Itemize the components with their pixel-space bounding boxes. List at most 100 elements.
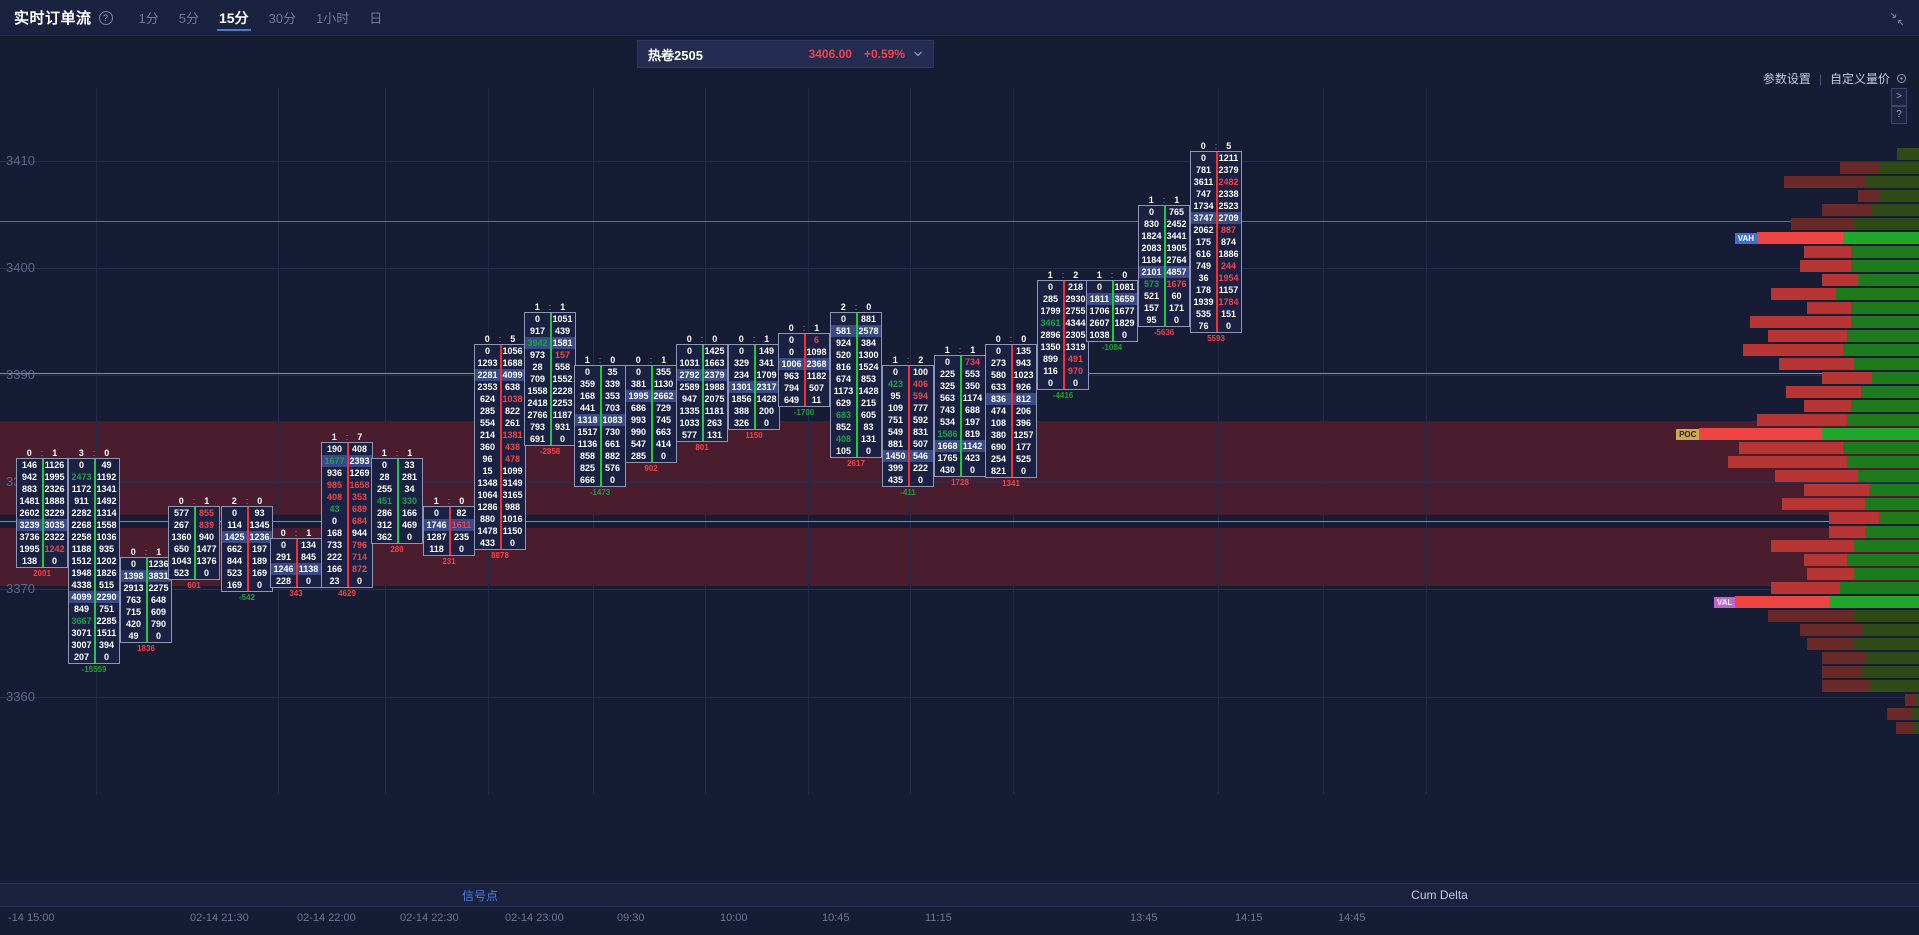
footprint-row: 763 648 [121,594,171,606]
signal-point-strip[interactable]: 信号点 [0,883,960,907]
footprint-row: 329 341 [729,357,779,369]
bid-volume-cell: 359 [579,379,596,389]
gridline-vertical-1 [278,88,279,794]
params-settings-button[interactable]: 参数设置 [1762,72,1811,86]
ask-volume-cell: 0 [155,631,161,641]
custom-volume-price-button[interactable]: 自定义量价 [1829,72,1890,86]
gridline-vertical-6 [808,88,809,794]
volume-profile-row [0,568,1919,580]
footprint-row: 535 151 [1191,308,1241,320]
footprint-row: 883 2326 [17,483,67,495]
bid-volume-cell: 36 [1198,273,1209,283]
ask-volume-cell: 1988 [704,382,725,392]
footprint-row: 96 478 [475,453,525,465]
ask-volume-cell: 350 [964,381,981,391]
ask-volume-cell: 931 [554,422,571,432]
footprint-row: 408 353 [322,491,372,503]
footprint-column-19[interactable]: 0:0 0 135 273 943 580 1023 633 926 836 812 474 206 10… [985,333,1037,488]
question-circle-icon[interactable]: ? [98,10,113,25]
next-page-button[interactable]: > [1891,88,1907,106]
timeframe-tab-3[interactable]: 30分 [268,11,297,26]
footprint-column-15[interactable]: 0:1 0 6 0 1098 1006 2368 963 1182 794 507 649 11 -170… [778,322,830,417]
footprint-column-4[interactable]: 2:0 0 93 114 1345 1425 1236 662 197 844 189 523 169 1… [221,495,273,602]
footprint-row: 95 594 [883,390,933,402]
footprint-column-7[interactable]: 1:1 0 33 28 281 255 34 451 330 286 166 312 469 362 0 28… [371,447,423,554]
collapse-arrows-icon[interactable] [1889,11,1905,27]
column-delta-total: 280 [390,545,404,554]
bid-volume-cell: 0 [1047,282,1053,292]
footprint-row: 2282 1314 [69,507,119,519]
footprint-row: 1586 819 [935,428,985,440]
footprint-column-0[interactable]: 0:1 146 1126 942 1995 883 2326 1481 1888 2602 3229… [16,447,68,578]
footprint-cells: 0 1236 1398 3831 2913 2275 763 648 715 609 420 790 4… [120,557,172,643]
volume-sell-bar [1735,596,1829,608]
volume-buy-bar [1865,526,1919,538]
footprint-column-13[interactable]: 0:0 0 1425 1031 1663 2792 2379 2589 1988 947 2075 1… [676,333,728,452]
cum-delta-strip[interactable]: Cum Delta [960,883,1919,907]
footprint-column-9[interactable]: 0:5 0 1056 1293 1688 2281 4099 2353 638 624 1038 28… [474,333,526,560]
footprint-column-3[interactable]: 0:1 577 855 267 839 1360 940 650 1477 1043 1376 523… [168,495,220,590]
timeframe-tab-2[interactable]: 15分 [209,0,259,35]
ask-volume-cell: 0 [1121,330,1127,340]
bid-volume-cell: 973 [529,350,546,360]
footprint-cells: 0 6 0 1098 1006 2368 963 1182 794 507 649 11 [778,333,830,407]
footprint-row: 0 1236 [121,558,171,570]
footprint-column-16[interactable]: 2:0 0 881 581 2578 924 384 520 1300 816 1524 674 853… [830,301,882,468]
volume-sell-bar [1904,694,1916,706]
footprint-row: 381 1130 [626,378,676,390]
symbol-ticker[interactable]: 热卷2505 3406.00 +0.59% [637,40,934,68]
bid-volume-cell: 76 [1198,321,1209,331]
volume-sell-bar [1757,414,1847,426]
bid-volume-cell: 781 [1195,165,1212,175]
footprint-row: 1350 1319 [1038,341,1088,353]
footprint-column-12[interactable]: 0:1 0 355 381 1130 1995 2662 686 729 993 745 990 663… [625,354,677,473]
footprint-row: 267 839 [169,519,219,531]
bid-volume-cell: 743 [939,405,956,415]
ask-volume-cell: 2379 [704,370,725,380]
footprint-column-10[interactable]: 1:1 0 1051 917 439 3942 1581 973 157 28 558 709 1552… [524,301,576,456]
gear-icon[interactable] [1896,73,1907,84]
footprint-row: 2353 638 [475,381,525,393]
footprint-column-header: 0:5 [1190,140,1242,151]
help-button[interactable]: ? [1891,106,1907,124]
bid-volume-cell: 666 [579,475,596,485]
footprint-row: 0 1056 [475,345,525,357]
footprint-column-18[interactable]: 1:1 0 734 225 553 325 350 563 1174 743 688 534 197 15… [934,344,986,487]
chevron-down-icon[interactable] [913,49,923,59]
footprint-row: 362 0 [372,531,422,543]
footprint-cells: 0 1051 917 439 3942 1581 973 157 28 558 709 1552 155… [524,312,576,446]
ask-volume-cell: 1341 [96,484,117,494]
footprint-chart[interactable]: 3410340033903380337033600:11461126942199… [0,88,1919,883]
timeframe-tab-5[interactable]: 日 [369,11,383,26]
bid-volume-cell: 1348 [477,478,498,488]
footprint-column-21[interactable]: 1:0 0 1081 1811 3659 1706 1677 2607 1829 1038 0 -10… [1086,269,1138,352]
footprint-column-14[interactable]: 0:1 0 149 329 341 234 1709 1301 2317 1856 1428 388 2… [728,333,780,440]
column-delta-total: 5593 [1207,334,1225,343]
footprint-column-1[interactable]: 3:0 0 49 2473 1192 1172 1341 911 1492 2282 1314 226… [68,447,120,674]
footprint-column-23[interactable]: 0:5 0 1211 781 2379 3611 2482 747 2338 1734 2523 37… [1190,140,1242,343]
footprint-row: 388 200 [729,405,779,417]
footprint-row: 118 0 [424,543,474,555]
footprint-column-2[interactable]: 0:1 0 1236 1398 3831 2913 2275 763 648 715 609 420 7… [120,546,172,653]
timeframe-tab-4[interactable]: 1小时 [316,11,350,26]
volume-sell-bar [1821,372,1873,384]
footprint-column-20[interactable]: 1:2 0 218 285 2930 1799 2755 3461 4344 2896 2305 13… [1037,269,1089,400]
footprint-column-5[interactable]: 0:1 0 134 291 845 1246 1138 228 0 343 [270,527,322,598]
footprint-row: 1335 1181 [677,405,727,417]
footprint-column-11[interactable]: 1:0 0 35 359 339 168 353 441 703 1318 1083 1517 730 1… [574,354,626,497]
bid-volume-cell: 28 [379,472,390,482]
ask-volume-cell: 353 [604,391,621,401]
timeframe-tab-0[interactable]: 1分 [138,11,159,26]
footprint-column-22[interactable]: 1:1 0 765 830 2452 1824 3441 2083 1905 1184 2764 21… [1138,194,1190,337]
timeframe-tab-1[interactable]: 5分 [178,11,199,26]
price-axis-label-0: 3410 [6,153,35,168]
volume-sell-bar [1839,162,1880,174]
footprint-column-6[interactable]: 1:7 190 408 1677 2393 936 1269 985 1658 408 353 43 6… [321,431,373,598]
ask-volume-cell: 1182 [806,371,827,381]
bid-volume-cell: 168 [579,391,596,401]
footprint-row: 15 1099 [475,465,525,477]
footprint-column-8[interactable]: 1:0 0 82 1746 1611 1287 235 118 0 231 [423,495,475,566]
volume-sell-bar [1821,652,1865,664]
footprint-row: 0 1081 [1087,281,1137,293]
footprint-column-17[interactable]: 1:2 0 100 423 406 95 594 109 777 751 592 549 831 881 5… [882,354,934,497]
